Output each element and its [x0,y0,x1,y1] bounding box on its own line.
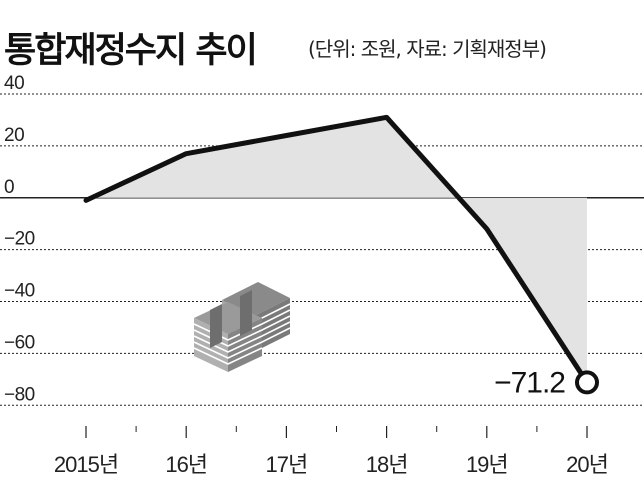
chart-title: 통합재정수지 추이 [4,31,258,71]
x-tick-label: 19년 [466,452,508,477]
x-tick-label: 2015년 [54,452,118,477]
y-tick-label: −80 [4,384,35,405]
y-tick-label: 20 [4,125,24,146]
y-axis-ticks: 40 20 0 −20 −40 −60 −80 [4,73,35,405]
series-line [83,114,590,385]
y-tick-label: 40 [4,73,24,94]
y-tick-label: 0 [4,177,14,198]
x-tick-label: 17년 [266,452,308,477]
x-axis: 2015년 16년 17년 18년 19년 20년 [54,426,609,477]
y-tick-label: −40 [4,281,35,302]
chart-subtitle: (단위: 조원, 자료: 기획재정부) [308,37,547,61]
data-point [575,370,599,395]
x-tick-label: 18년 [366,452,408,477]
data-points [85,117,599,395]
data-label-last: −71.2 [494,366,565,399]
y-tick-label: −60 [4,332,35,353]
x-tick-label: 20년 [566,452,608,477]
x-tick-label: 16년 [165,452,207,477]
y-tick-label: −20 [4,229,35,250]
money-stack-icon [193,282,291,372]
area-fill [86,117,587,383]
